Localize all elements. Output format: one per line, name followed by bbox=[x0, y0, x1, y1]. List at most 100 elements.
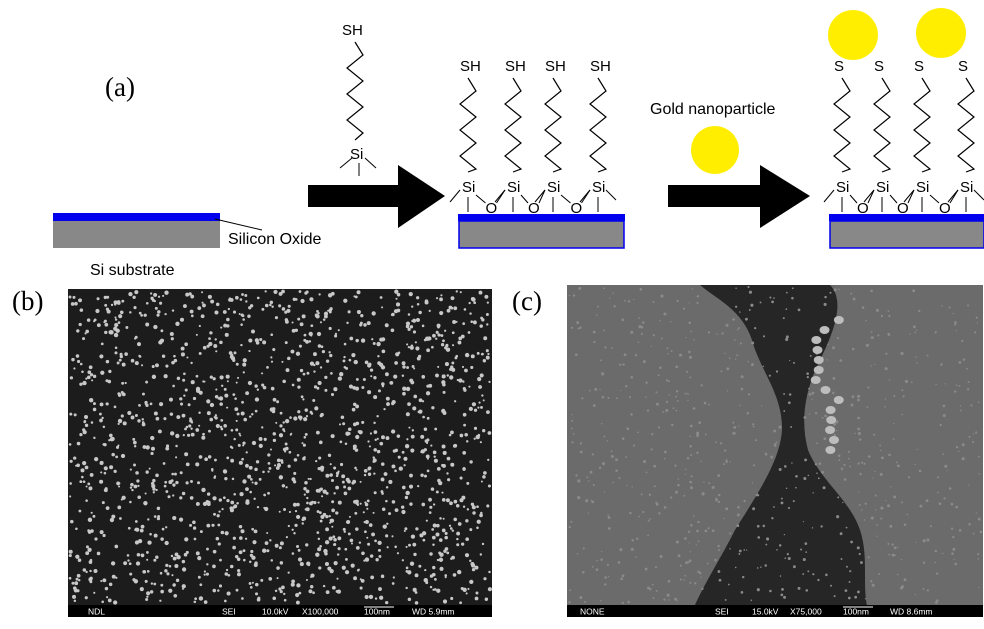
grain bbox=[859, 438, 861, 440]
grain bbox=[647, 410, 649, 412]
thiol-label: SH bbox=[460, 58, 481, 75]
grain bbox=[781, 501, 784, 504]
particle bbox=[434, 428, 437, 431]
particle bbox=[420, 474, 423, 477]
particle bbox=[481, 353, 484, 356]
particle bbox=[337, 536, 341, 540]
particle bbox=[345, 570, 349, 574]
particle bbox=[114, 351, 117, 354]
sem-image bbox=[68, 289, 492, 617]
particle bbox=[438, 552, 441, 555]
particle bbox=[190, 428, 192, 430]
particle bbox=[405, 491, 409, 495]
grain bbox=[891, 543, 893, 545]
particle bbox=[305, 433, 308, 436]
grain bbox=[805, 551, 807, 553]
particle bbox=[221, 531, 225, 535]
particle bbox=[197, 306, 201, 310]
particle bbox=[411, 345, 414, 348]
particle bbox=[331, 500, 334, 503]
particle bbox=[432, 536, 436, 540]
particle bbox=[454, 500, 458, 504]
grain bbox=[973, 533, 975, 535]
grain bbox=[667, 594, 670, 597]
particle bbox=[477, 520, 481, 524]
particle bbox=[74, 581, 78, 585]
particle bbox=[174, 473, 177, 476]
particle bbox=[331, 526, 333, 528]
particle bbox=[180, 471, 183, 474]
particle bbox=[181, 347, 185, 351]
particle bbox=[300, 369, 303, 372]
grain bbox=[780, 575, 782, 577]
grain bbox=[641, 326, 644, 329]
particle bbox=[266, 366, 269, 369]
particle bbox=[134, 529, 136, 531]
grain bbox=[624, 300, 626, 302]
particle bbox=[160, 590, 164, 594]
grain bbox=[951, 527, 953, 529]
particle bbox=[472, 402, 476, 406]
particle bbox=[239, 461, 243, 465]
grain bbox=[676, 541, 679, 544]
grain bbox=[819, 462, 822, 465]
particle bbox=[155, 555, 158, 558]
grain bbox=[604, 346, 606, 348]
particle bbox=[355, 422, 359, 426]
grain bbox=[686, 371, 688, 373]
particle bbox=[456, 290, 458, 292]
grain bbox=[601, 423, 603, 425]
particle bbox=[209, 331, 212, 334]
grain bbox=[755, 439, 757, 441]
particle bbox=[409, 485, 413, 489]
particle bbox=[405, 444, 409, 448]
gold-nanoparticle bbox=[828, 10, 878, 60]
particle bbox=[128, 527, 131, 530]
grain bbox=[976, 317, 978, 319]
particle bbox=[106, 402, 109, 405]
grain bbox=[841, 558, 843, 560]
particle bbox=[420, 451, 422, 453]
particle bbox=[150, 297, 153, 300]
particle bbox=[364, 530, 367, 533]
particle bbox=[303, 444, 306, 447]
particle bbox=[278, 304, 281, 307]
particle bbox=[221, 508, 223, 510]
particle bbox=[273, 439, 276, 442]
particle bbox=[413, 553, 416, 556]
grain bbox=[649, 494, 651, 496]
particle bbox=[242, 363, 246, 367]
silicon-label: Si bbox=[462, 179, 475, 196]
particle bbox=[272, 407, 275, 410]
particle bbox=[120, 311, 123, 314]
grain bbox=[687, 457, 689, 459]
grain bbox=[651, 433, 653, 435]
particle bbox=[293, 472, 296, 475]
particle bbox=[281, 461, 284, 464]
grain bbox=[773, 430, 776, 433]
particle bbox=[122, 363, 126, 367]
particle bbox=[462, 366, 464, 368]
grain bbox=[601, 551, 602, 552]
particle bbox=[102, 578, 106, 582]
particle bbox=[239, 550, 243, 554]
particle bbox=[242, 441, 245, 444]
particle bbox=[272, 348, 275, 351]
particle bbox=[240, 344, 242, 346]
particle bbox=[449, 501, 453, 505]
grain bbox=[602, 396, 605, 399]
particle bbox=[203, 346, 207, 350]
particle bbox=[105, 587, 108, 590]
particle bbox=[155, 474, 159, 478]
particle bbox=[312, 399, 315, 402]
grain bbox=[668, 353, 669, 354]
grain bbox=[972, 441, 974, 443]
particle bbox=[72, 296, 75, 299]
particle bbox=[431, 487, 435, 491]
particle bbox=[93, 437, 95, 439]
particle bbox=[484, 295, 488, 299]
bond bbox=[850, 195, 857, 203]
particle bbox=[86, 545, 89, 548]
particle bbox=[152, 487, 155, 490]
particle bbox=[131, 489, 133, 491]
